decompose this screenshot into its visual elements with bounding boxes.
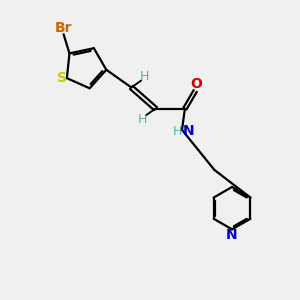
Text: Br: Br xyxy=(55,21,72,35)
Text: H: H xyxy=(173,125,182,138)
Text: N: N xyxy=(183,124,194,138)
Text: H: H xyxy=(139,70,149,83)
Text: N: N xyxy=(226,228,238,242)
Text: O: O xyxy=(190,77,202,92)
Text: S: S xyxy=(57,71,67,85)
Text: H: H xyxy=(138,113,148,126)
